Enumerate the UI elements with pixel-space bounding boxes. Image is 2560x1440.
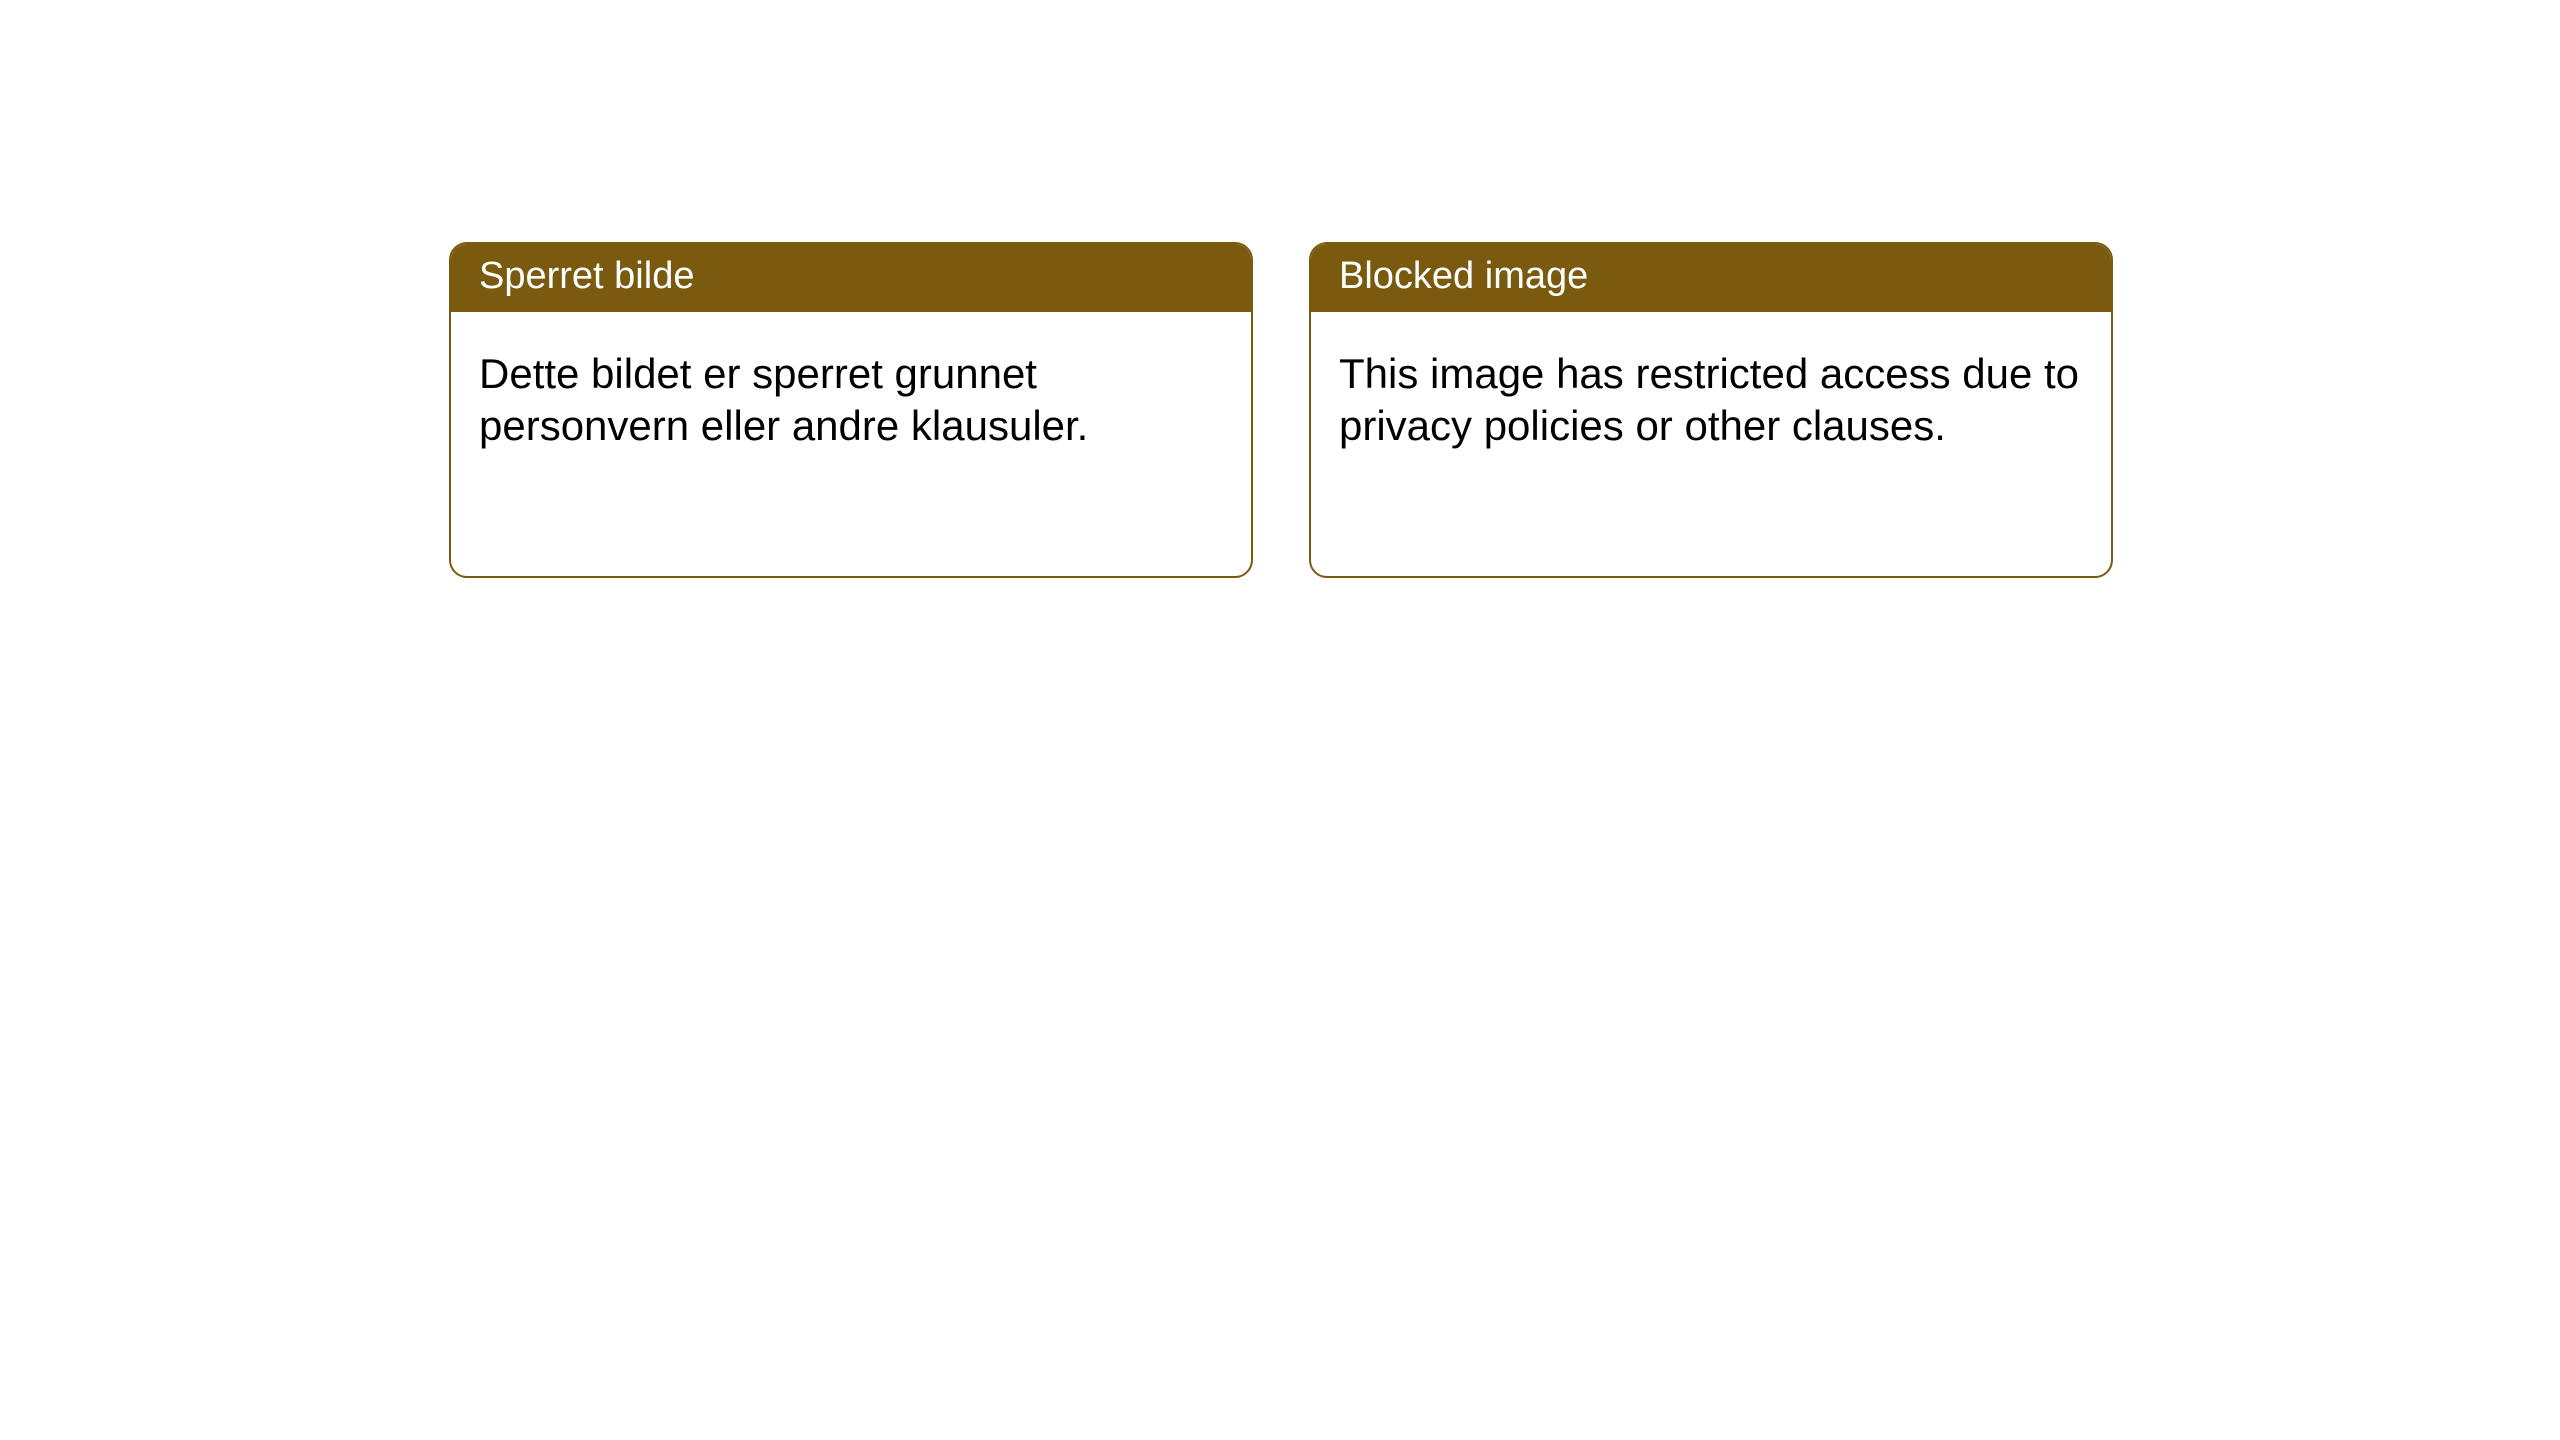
blocked-image-card-no: Sperret bilde Dette bildet er sperret gr…	[449, 242, 1253, 578]
card-title-no: Sperret bilde	[451, 244, 1251, 312]
card-title-en: Blocked image	[1311, 244, 2111, 312]
notice-cards-row: Sperret bilde Dette bildet er sperret gr…	[0, 0, 2560, 578]
card-body-no: Dette bildet er sperret grunnet personve…	[451, 312, 1251, 489]
blocked-image-card-en: Blocked image This image has restricted …	[1309, 242, 2113, 578]
card-body-en: This image has restricted access due to …	[1311, 312, 2111, 489]
